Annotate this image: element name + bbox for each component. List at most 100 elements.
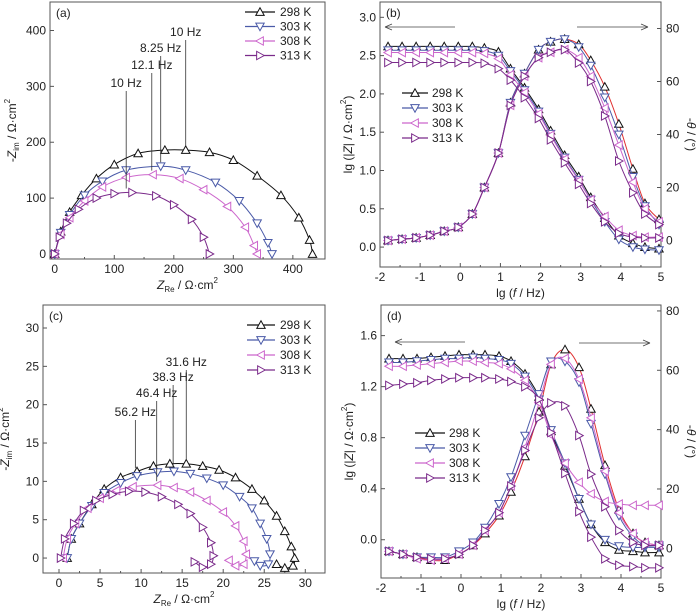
impedance-point	[440, 57, 450, 68]
phase-point	[426, 230, 436, 241]
legend-marker	[424, 427, 436, 437]
y-tick-label: 200	[26, 135, 46, 149]
data-point	[246, 504, 257, 514]
phase-point	[573, 52, 583, 63]
y-axis-label: -Zim​ / Ω·cm2​	[0, 407, 14, 471]
phase-point	[560, 44, 570, 55]
phase-point	[585, 61, 596, 71]
series-line	[54, 191, 210, 255]
phase-point	[535, 412, 545, 423]
phase-point	[546, 47, 556, 58]
impedance-point	[480, 58, 490, 69]
legend-marker	[409, 87, 421, 97]
phase-point	[599, 102, 609, 114]
impedance-point	[453, 47, 463, 58]
phase-point	[547, 397, 557, 408]
data-point	[133, 148, 144, 158]
y-tick-label: 0.0	[360, 533, 377, 547]
data-point	[69, 518, 80, 529]
data-point	[169, 199, 180, 210]
y-tick-label: 0.0	[359, 240, 376, 254]
arrow-head-icon	[384, 23, 393, 31]
data-point	[152, 190, 162, 201]
legend-label: 298 K	[432, 86, 463, 100]
y-tick-label: 15	[26, 436, 40, 450]
phase-point	[559, 344, 571, 354]
y-tick-label: 1.0	[359, 163, 376, 177]
data-point	[190, 556, 200, 567]
phase-point	[384, 235, 394, 246]
impedance-point	[397, 361, 407, 372]
data-point	[164, 458, 175, 468]
impedance-point	[438, 47, 449, 58]
data-point	[228, 154, 239, 164]
impedance-point	[427, 375, 437, 386]
phase-point	[627, 177, 637, 188]
phase-point	[574, 57, 584, 68]
phase-point	[599, 466, 609, 477]
data-point	[262, 238, 273, 249]
data-point	[304, 234, 315, 244]
x-tick-label: 0	[56, 576, 63, 590]
series-line	[54, 165, 273, 255]
phase-point	[573, 374, 583, 385]
impedance-point	[613, 498, 623, 510]
series-line	[54, 149, 313, 255]
legend-marker	[254, 22, 266, 32]
impedance-point	[641, 562, 651, 573]
x-tick-label: 3	[577, 270, 584, 284]
impedance-point	[573, 477, 583, 488]
data-point	[246, 483, 257, 493]
phase-point	[480, 182, 490, 193]
data-point	[56, 552, 66, 564]
data-point	[266, 250, 278, 260]
y2-tick-label: 80	[666, 22, 680, 36]
panel-label: (b)	[386, 6, 401, 20]
data-point	[97, 181, 107, 192]
impedance-point	[641, 232, 651, 243]
data-point	[128, 187, 138, 198]
series-298k	[62, 458, 300, 572]
data-point	[223, 555, 233, 566]
data-point	[198, 184, 208, 195]
phase-point	[599, 93, 610, 103]
x-tick-label: 2	[538, 581, 545, 595]
impedance-point	[468, 57, 478, 68]
y-tick-label: 1.2	[360, 380, 377, 394]
data-point	[234, 197, 245, 207]
impedance-point	[639, 500, 649, 511]
phase-point	[639, 203, 649, 214]
data-point	[157, 491, 167, 502]
legend-marker	[424, 444, 436, 454]
y-axis-label: -Zim​ / Ω·cm2​	[3, 98, 21, 162]
data-point	[201, 495, 211, 506]
x-tick-label: 5	[97, 576, 104, 590]
data-point	[238, 559, 248, 570]
legend-label: 303 K	[280, 333, 311, 347]
arrow-head-icon	[394, 338, 403, 346]
y-axis-label: lg (|Z| / Ω·cm2​)	[339, 96, 355, 174]
data-point	[252, 219, 263, 229]
impedance-point	[520, 92, 530, 103]
impedance-point	[399, 379, 409, 390]
x-tick-label: 4	[618, 581, 625, 595]
data-point	[279, 562, 290, 572]
phase-point	[641, 208, 651, 220]
impedance-point	[479, 357, 489, 368]
impedance-point	[412, 57, 422, 68]
phase-point	[629, 187, 639, 198]
phase-point	[600, 110, 611, 121]
impedance-point	[535, 394, 545, 405]
x-tick-label: 400	[283, 262, 303, 276]
data-point	[230, 520, 240, 531]
data-point	[287, 560, 299, 570]
legend-label: 308 K	[432, 116, 463, 130]
legend-label: 298 K	[280, 318, 311, 332]
data-point	[99, 489, 110, 499]
impedance-point	[413, 377, 423, 388]
data-point	[180, 144, 191, 154]
x-tick-label: 0	[458, 581, 465, 595]
phase-point	[413, 552, 423, 563]
phase-point	[533, 45, 544, 55]
phase-point	[613, 130, 624, 140]
